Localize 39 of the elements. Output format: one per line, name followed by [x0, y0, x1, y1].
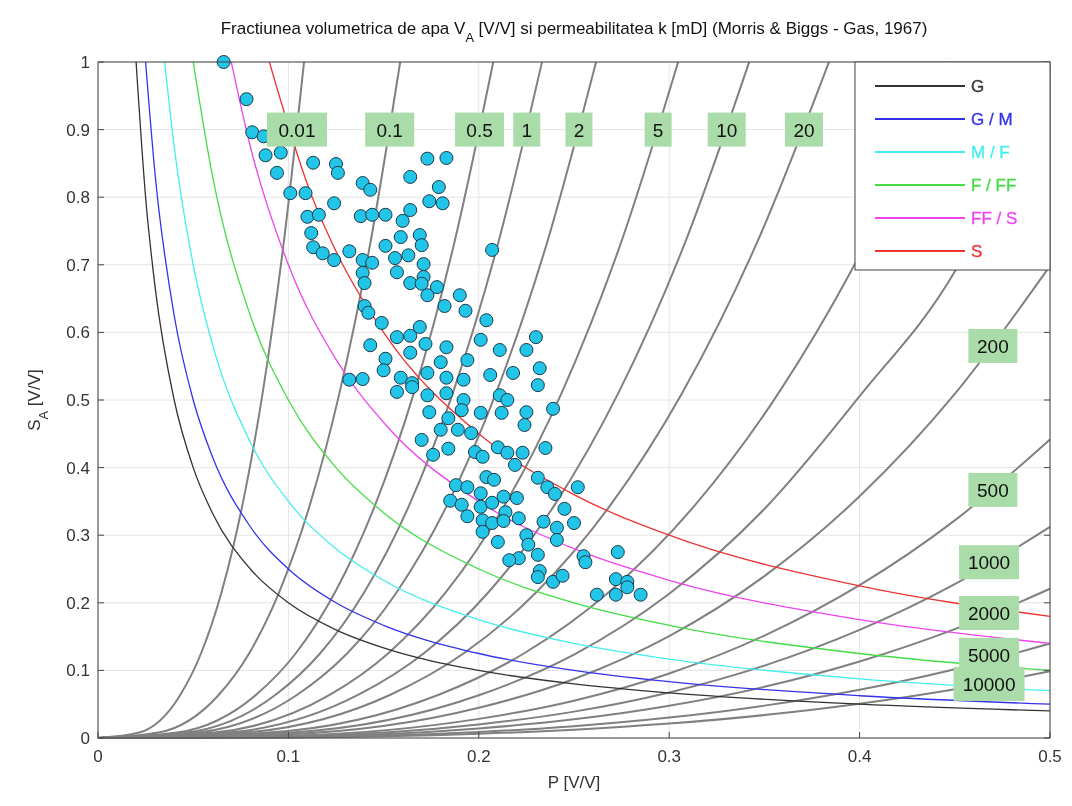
chart-title: Fractiunea volumetrica de apa V$_{A}$ [V/V] si permeabilitatea k [mD] (Morris & Biggs - Gas, 1967): [220, 19, 928, 45]
annotation: 5: [652, 119, 664, 141]
annotation: 5000: [967, 644, 1011, 666]
y-tick-label: 0.5: [66, 391, 90, 410]
x-tick-label: 0.2: [466, 747, 491, 766]
y-tick-label: 0: [80, 729, 90, 748]
y-tick-label: 0.6: [66, 323, 90, 343]
x-tick-label: 0.4: [847, 747, 872, 766]
annotation: 0.1: [376, 119, 403, 141]
annotation: 0.5: [466, 119, 493, 141]
x-tick-label: 0.3: [657, 747, 682, 766]
x-tick-label: 0.1: [276, 747, 301, 766]
annotation: 2000: [967, 602, 1011, 624]
y-tick-label: 0.1: [66, 661, 90, 681]
annotation: 0.01: [278, 119, 316, 141]
x-tick-label: 0.5: [1038, 747, 1062, 766]
y-tick-label: 0.3: [66, 526, 90, 546]
text: F / FF: [971, 176, 1017, 195]
annotation: 500: [977, 479, 1009, 501]
y-tick-label: 0.2: [66, 593, 90, 613]
annotation: 20: [793, 119, 815, 141]
annotation: 200: [977, 335, 1009, 357]
annotation: 2: [573, 119, 585, 141]
y-tick-label: 1: [80, 53, 90, 72]
text: S: [971, 242, 983, 261]
y-tick-label: 0.8: [66, 188, 90, 208]
text: FF / S: [971, 209, 1018, 228]
text: G: [971, 77, 985, 96]
x-tick-label: 0: [93, 747, 103, 766]
x-axis-title: P [V/V]: [547, 773, 601, 792]
annotation: 10000: [962, 673, 1016, 695]
y-tick-label: 0.9: [66, 120, 90, 140]
text: M / F: [971, 143, 1010, 162]
y-tick-label: 0.4: [66, 458, 90, 478]
annotation: 10: [716, 119, 738, 141]
text: G / M: [971, 110, 1013, 129]
annotation: 1: [521, 119, 533, 141]
y-tick-label: 0.7: [66, 255, 90, 275]
annotation: 1000: [967, 552, 1011, 574]
